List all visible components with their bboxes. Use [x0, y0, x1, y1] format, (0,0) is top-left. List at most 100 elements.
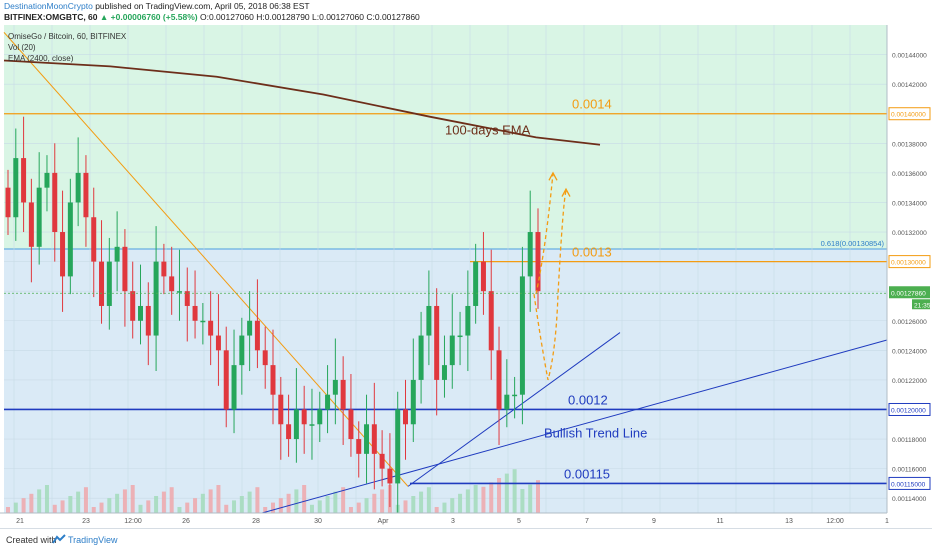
projection-arrowhead-icon	[561, 187, 571, 197]
chart-labels: 0.0014 0.0013 0.0012 0.00115 100-days EMA Bul…	[445, 97, 884, 482]
trend-annotation: Bullish Trend Line	[544, 426, 647, 441]
price-tick: 0.00144000	[892, 53, 927, 60]
time-axis[interactable]: 21 23 12:00 26 28 30 Apr 3 5 7 9 11 13 12:00 1	[0, 512, 932, 527]
price-change: ▲ +0.00006760 (+5.58%)	[99, 12, 198, 22]
volume-bar	[325, 496, 330, 513]
price-tick: 0.00124000	[892, 348, 927, 355]
level-label: 0.0014	[572, 97, 612, 112]
price-tag	[888, 476, 931, 490]
candle	[231, 365, 237, 410]
created-with-label: Created with	[6, 535, 57, 545]
volume-bar	[76, 491, 81, 513]
current-price-label: 0.00127860	[891, 290, 926, 297]
volume-bar	[216, 485, 221, 513]
volume-bar	[232, 500, 237, 513]
candle	[512, 394, 518, 397]
ema-line	[3, 59, 601, 146]
volume-bar	[442, 502, 447, 513]
candle	[480, 261, 486, 292]
volume-bar	[271, 502, 275, 513]
price-tag	[888, 107, 931, 121]
price-chart[interactable]: 0.0014 0.0013 0.0012 0.00115 100-days EMA Bul…	[0, 25, 932, 527]
price-tag-label: 0.00120000	[891, 407, 926, 414]
price-tick: 0.00142000	[892, 82, 927, 89]
chart-legend: OmiseGo / Bitcoin, 60, BITFINEX Vol (20)…	[8, 32, 127, 63]
time-tick: 12:00	[124, 518, 142, 525]
time-tick: 5	[517, 518, 521, 525]
countdown-badge	[912, 299, 930, 310]
volume-bar	[200, 493, 205, 513]
volume-bar	[44, 485, 49, 513]
time-tick: 28	[252, 518, 260, 525]
volume-bar	[37, 489, 42, 513]
level-label: 0.00115	[564, 466, 610, 481]
volume-bar	[138, 504, 143, 513]
tradingview-brand[interactable]: TradingView	[68, 535, 118, 545]
volume-bar	[247, 491, 252, 513]
candle	[364, 424, 370, 454]
volume-bar	[286, 493, 291, 513]
volume-bar	[146, 500, 151, 513]
candle	[387, 468, 393, 484]
volume-bar	[302, 485, 307, 513]
volume-bar	[161, 491, 166, 513]
author-link[interactable]: DestinationMoonCrypto	[4, 1, 93, 11]
volume-bar	[364, 498, 369, 513]
volume-bar	[294, 489, 299, 513]
candle	[348, 409, 354, 440]
candle	[441, 365, 447, 380]
candle	[340, 379, 346, 410]
time-tick: 23	[82, 518, 90, 525]
price-axis[interactable]: 0.00114000 0.00116000 0.00118000 0.00120000…	[886, 25, 932, 513]
upper-zone	[4, 25, 887, 249]
countdown-label: 21:35	[914, 302, 931, 309]
volume-bar	[317, 500, 322, 513]
candle	[91, 217, 97, 262]
time-tick: 30	[314, 518, 322, 525]
fib-label: 0.618(0.00130854)	[821, 239, 885, 248]
candle	[145, 305, 151, 336]
price-tag-label: 0.00115000	[891, 481, 926, 488]
bullish-trend-line	[261, 339, 888, 514]
volume-bar	[99, 502, 104, 513]
projection-arrows	[533, 171, 571, 381]
volume-bar	[239, 496, 244, 513]
volume-bar	[52, 504, 57, 513]
volume-bar	[208, 489, 213, 513]
candle	[527, 232, 533, 277]
price-tag	[888, 255, 931, 269]
candle	[278, 394, 284, 425]
candle	[286, 424, 292, 440]
volume-bar	[278, 498, 283, 513]
price-tick: 0.00136000	[892, 171, 927, 178]
ohlc-values: O:0.00127060 H:0.00128790 L:0.00127060 C…	[200, 12, 420, 22]
tradingview-logo-icon	[52, 534, 66, 544]
volume-bar	[169, 487, 174, 513]
candle	[239, 335, 245, 366]
time-axis-bg	[0, 513, 932, 527]
price-tag-label: 0.00130000	[891, 260, 926, 267]
candle	[44, 172, 50, 188]
volume-bar	[512, 469, 517, 513]
publish-line: DestinationMoonCrypto published on Tradi…	[4, 1, 310, 12]
volume-bar	[60, 500, 65, 513]
candle	[52, 172, 58, 233]
candle	[332, 379, 338, 395]
candle	[36, 187, 42, 247]
time-tick: 13	[785, 518, 793, 525]
level-label: 0.0012	[568, 392, 608, 407]
volume-bar	[465, 489, 470, 513]
descending-trend-line	[3, 32, 409, 487]
volume-bar	[263, 507, 268, 513]
chart-header: DestinationMoonCrypto published on Tradi…	[0, 0, 932, 24]
legend-ema: EMA (2400, close)	[8, 54, 74, 63]
symbol-line: BITFINEX:OMGBTC, 60 ▲ +0.00006760 (+5.58…	[4, 12, 420, 23]
candle	[488, 291, 494, 351]
candle	[28, 202, 34, 247]
candle	[130, 291, 136, 321]
time-tick: 11	[716, 518, 723, 525]
time-tick: 3	[451, 518, 455, 525]
candle	[504, 394, 510, 410]
lower-zone	[4, 248, 887, 513]
chart-background	[4, 25, 887, 513]
